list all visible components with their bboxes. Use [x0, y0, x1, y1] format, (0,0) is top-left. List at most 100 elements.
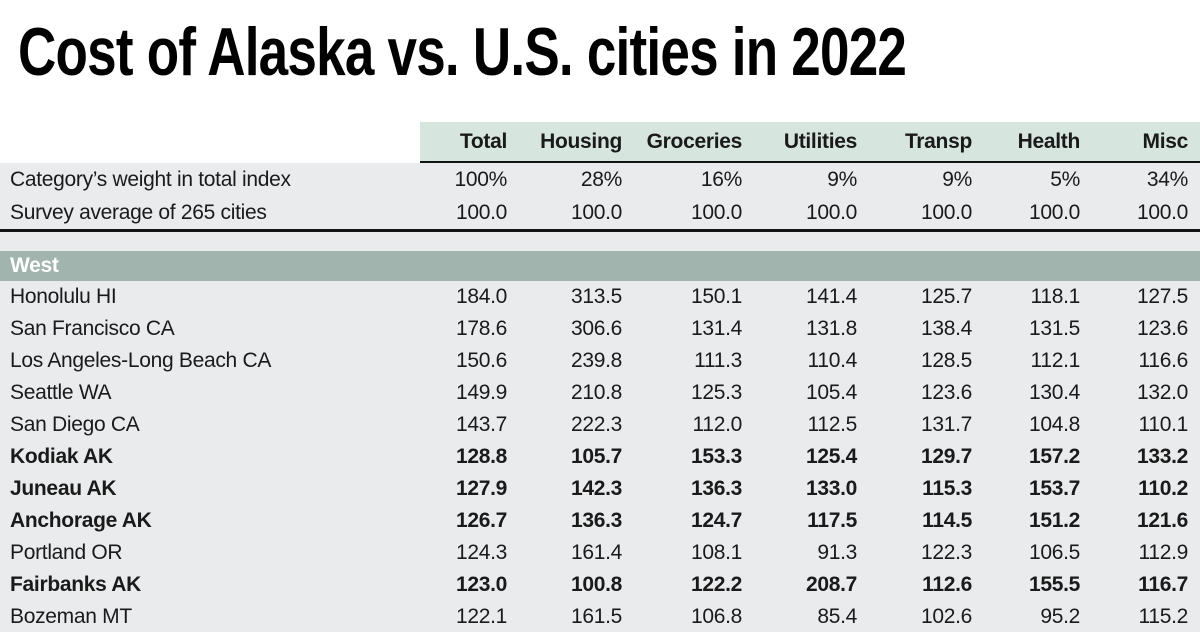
- index-value-cell: 85.4: [742, 601, 857, 632]
- meta-value-cell: 100%: [420, 162, 507, 196]
- city-row: Portland OR 124.3 161.4 108.1 91.3 122.3 106.5…: [0, 537, 1200, 569]
- index-value-cell: 105.4: [742, 377, 857, 409]
- city-name: Portland OR: [0, 537, 420, 569]
- column-header-total: Total: [420, 122, 507, 163]
- index-value-cell: 124.7: [622, 505, 742, 537]
- column-header-misc: Misc: [1080, 122, 1200, 163]
- index-value-cell: 143.7: [420, 409, 507, 441]
- index-value-cell: 131.4: [622, 313, 742, 345]
- section-header-label: West: [0, 251, 1200, 281]
- index-value-cell: 142.3: [507, 473, 622, 505]
- city-name: Anchorage AK: [0, 505, 420, 537]
- city-name: Bozeman MT: [0, 601, 420, 632]
- index-value-cell: 123.6: [857, 377, 972, 409]
- index-value-cell: 106.5: [972, 537, 1080, 569]
- index-value-cell: 133.2: [1080, 441, 1200, 473]
- index-value-cell: 108.1: [622, 537, 742, 569]
- city-row: San Diego CA 143.7 222.3 112.0 112.5 131.7 104…: [0, 409, 1200, 441]
- city-row: Fairbanks AK 123.0 100.8 122.2 208.7 112.6 155…: [0, 569, 1200, 601]
- index-value-cell: 141.4: [742, 281, 857, 313]
- corner-cell: [0, 122, 420, 163]
- index-value-cell: 110.1: [1080, 409, 1200, 441]
- index-value-cell: 116.6: [1080, 345, 1200, 377]
- index-value-cell: 105.7: [507, 441, 622, 473]
- index-value-cell: 136.3: [507, 505, 622, 537]
- spacer-row: [0, 230, 1200, 251]
- meta-value-cell: 100.0: [420, 196, 507, 232]
- index-value-cell: 133.0: [742, 473, 857, 505]
- index-value-cell: 95.2: [972, 601, 1080, 632]
- index-value-cell: 122.2: [622, 569, 742, 601]
- meta-row: Category’s weight in total index 100% 28% 1…: [0, 162, 1200, 196]
- city-name: Juneau AK: [0, 473, 420, 505]
- header-row: Total Housing Groceries Utilities Transp Heal…: [0, 122, 1200, 163]
- column-header-utilities: Utilities: [742, 122, 857, 163]
- city-name: San Diego CA: [0, 409, 420, 441]
- index-value-cell: 150.1: [622, 281, 742, 313]
- index-value-cell: 127.9: [420, 473, 507, 505]
- index-value-cell: 131.8: [742, 313, 857, 345]
- meta-value-cell: 16%: [622, 162, 742, 196]
- index-value-cell: 210.8: [507, 377, 622, 409]
- index-value-cell: 131.7: [857, 409, 972, 441]
- index-value-cell: 153.3: [622, 441, 742, 473]
- index-value-cell: 138.4: [857, 313, 972, 345]
- index-value-cell: 112.5: [742, 409, 857, 441]
- city-name: Honolulu HI: [0, 281, 420, 313]
- city-row: Anchorage AK 126.7 136.3 124.7 117.5 114.5 151…: [0, 505, 1200, 537]
- meta-value-cell: 100.0: [742, 196, 857, 232]
- index-value-cell: 112.0: [622, 409, 742, 441]
- index-value-cell: 115.2: [1080, 601, 1200, 632]
- index-value-cell: 115.3: [857, 473, 972, 505]
- page-title: Cost of Alaska vs. U.S. cities in 2022: [18, 16, 1157, 88]
- meta-value-cell: 100.0: [507, 196, 622, 232]
- index-value-cell: 125.7: [857, 281, 972, 313]
- meta-value-cell: 34%: [1080, 162, 1200, 196]
- city-name: San Francisco CA: [0, 313, 420, 345]
- index-value-cell: 112.1: [972, 345, 1080, 377]
- meta-value-cell: 9%: [742, 162, 857, 196]
- index-value-cell: 153.7: [972, 473, 1080, 505]
- column-header-groceries: Groceries: [622, 122, 742, 163]
- index-value-cell: 100.8: [507, 569, 622, 601]
- index-value-cell: 121.6: [1080, 505, 1200, 537]
- meta-value-cell: 9%: [857, 162, 972, 196]
- page-title-text: Cost of Alaska vs. U.S. cities in 2022: [18, 14, 907, 90]
- index-value-cell: 123.0: [420, 569, 507, 601]
- meta-value-cell: 5%: [972, 162, 1080, 196]
- index-value-cell: 122.3: [857, 537, 972, 569]
- index-value-cell: 127.5: [1080, 281, 1200, 313]
- index-value-cell: 112.6: [857, 569, 972, 601]
- index-value-cell: 157.2: [972, 441, 1080, 473]
- city-row: Bozeman MT 122.1 161.5 106.8 85.4 102.6 95.2 11…: [0, 601, 1200, 632]
- index-value-cell: 126.7: [420, 505, 507, 537]
- index-value-cell: 239.8: [507, 345, 622, 377]
- index-value-cell: 184.0: [420, 281, 507, 313]
- index-value-cell: 155.5: [972, 569, 1080, 601]
- index-value-cell: 178.6: [420, 313, 507, 345]
- city-name: Fairbanks AK: [0, 569, 420, 601]
- index-value-cell: 128.8: [420, 441, 507, 473]
- city-row: Kodiak AK 128.8 105.7 153.3 125.4 129.7 157.2 1…: [0, 441, 1200, 473]
- index-value-cell: 111.3: [622, 345, 742, 377]
- city-name: Los Angeles-Long Beach CA: [0, 345, 420, 377]
- meta-row-label: Category’s weight in total index: [0, 162, 420, 196]
- index-value-cell: 161.5: [507, 601, 622, 632]
- index-value-cell: 102.6: [857, 601, 972, 632]
- index-value-cell: 106.8: [622, 601, 742, 632]
- index-value-cell: 131.5: [972, 313, 1080, 345]
- index-value-cell: 112.9: [1080, 537, 1200, 569]
- city-row: Seattle WA 149.9 210.8 125.3 105.4 123.6 130.4…: [0, 377, 1200, 409]
- index-value-cell: 123.6: [1080, 313, 1200, 345]
- index-value-cell: 118.1: [972, 281, 1080, 313]
- index-value-cell: 306.6: [507, 313, 622, 345]
- index-value-cell: 110.2: [1080, 473, 1200, 505]
- index-value-cell: 136.3: [622, 473, 742, 505]
- index-value-cell: 150.6: [420, 345, 507, 377]
- index-value-cell: 122.1: [420, 601, 507, 632]
- city-name: Seattle WA: [0, 377, 420, 409]
- index-value-cell: 130.4: [972, 377, 1080, 409]
- index-value-cell: 91.3: [742, 537, 857, 569]
- section-header-row: West: [0, 251, 1200, 281]
